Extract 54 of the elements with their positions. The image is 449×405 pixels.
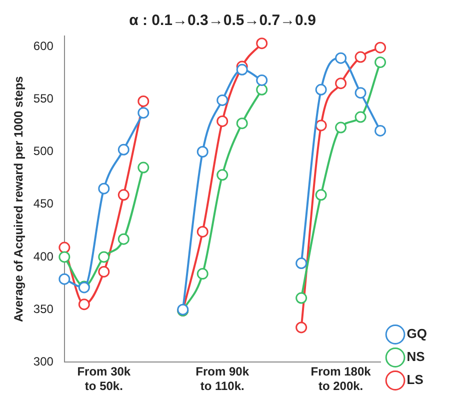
point	[315, 189, 327, 201]
y-tick-label: 400	[33, 249, 54, 264]
point	[315, 84, 327, 96]
point	[296, 258, 308, 270]
point	[216, 169, 228, 181]
point	[58, 273, 70, 285]
point	[296, 292, 308, 304]
point	[256, 38, 268, 50]
point	[196, 226, 208, 238]
point	[78, 298, 90, 310]
y-tick-label: 300	[33, 354, 54, 369]
point	[374, 42, 386, 54]
point	[58, 251, 70, 263]
point	[354, 87, 366, 99]
chart-title: α : 0.1→0.3→0.5→0.7→0.9	[129, 12, 316, 30]
y-tick-label: 550	[33, 91, 54, 106]
y-axis-title: Average of Acquired reward per 1000 steps	[12, 76, 26, 322]
x-tick-label: From 30k to 50k.	[77, 364, 131, 394]
y-tick-label: 450	[33, 196, 54, 211]
point	[138, 162, 150, 174]
y-tick-label: 600	[33, 38, 54, 53]
point	[118, 144, 130, 156]
y-tick-label: 500	[33, 144, 54, 158]
point	[296, 322, 308, 334]
point	[256, 74, 268, 86]
legend-label: LS	[406, 372, 424, 388]
y-tick-label: 350	[33, 302, 54, 316]
point	[58, 242, 70, 254]
legend-label: NS	[406, 349, 426, 364]
point	[354, 51, 366, 63]
point	[374, 124, 386, 136]
point	[236, 64, 248, 76]
point	[118, 189, 130, 201]
x-tick-label: From 90k to 110k.	[196, 364, 250, 394]
x-tick-label: From 180k to 200k.	[310, 364, 372, 394]
point	[138, 107, 150, 119]
point	[98, 182, 110, 194]
point	[196, 146, 208, 158]
point	[335, 52, 347, 64]
point	[354, 111, 366, 123]
point	[374, 56, 386, 68]
point	[98, 251, 110, 263]
point	[196, 268, 208, 280]
point	[138, 95, 150, 107]
point	[236, 118, 248, 130]
point	[335, 122, 347, 134]
point	[315, 120, 327, 132]
point	[256, 84, 268, 96]
point	[216, 115, 228, 127]
point	[216, 94, 228, 106]
point	[335, 78, 347, 90]
point	[98, 266, 110, 278]
point	[118, 233, 130, 245]
legend-label: GQ	[406, 326, 428, 342]
